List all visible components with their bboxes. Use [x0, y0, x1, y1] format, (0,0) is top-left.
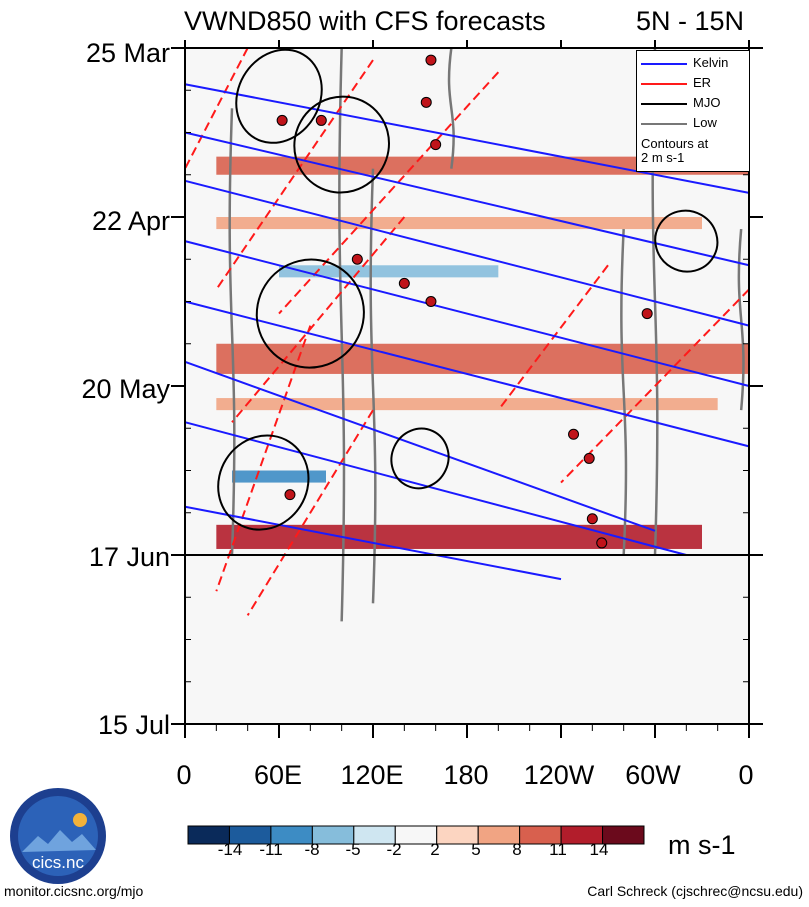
tropical-cyclone-marker	[425, 54, 437, 66]
kelvin-contour	[184, 240, 750, 387]
colorbar-label: 11	[549, 840, 567, 859]
low-contour	[338, 47, 346, 622]
er-contour	[246, 409, 374, 616]
anomaly-band	[216, 524, 703, 549]
tropical-cyclone-marker	[583, 452, 595, 464]
logo-sun	[73, 813, 87, 827]
tropical-cyclone-marker	[420, 96, 432, 108]
low-contour	[369, 168, 377, 604]
y-tick-label: 20 May	[81, 374, 170, 404]
x-tick-label: 60W	[625, 760, 681, 790]
colorbar-segment	[602, 825, 645, 845]
low-contour	[447, 47, 455, 169]
low-contour	[228, 108, 236, 556]
legend-item-kelvin: Kelvin	[641, 55, 749, 73]
legend-label: ER	[693, 75, 712, 90]
er-contour	[231, 216, 406, 423]
legend-item-mjo: MJO	[641, 95, 749, 113]
legend-line-mjo	[641, 103, 687, 105]
tropical-cyclone-marker	[351, 253, 363, 265]
legend-item-er: ER	[641, 75, 749, 93]
chart-title-right: 5N - 15N	[635, 6, 744, 36]
legend-note-line2: 2 m s-1	[641, 150, 685, 165]
low-contour	[620, 229, 628, 556]
tropical-cyclone-marker	[596, 537, 608, 549]
legend: Kelvin ER MJO Low Contours at 2 m s-1	[636, 50, 750, 172]
tropical-cyclone-marker	[425, 296, 437, 307]
x-tick-label: 120W	[523, 760, 595, 790]
cics-logo: cics.nc	[10, 788, 106, 884]
anomaly-band	[216, 217, 703, 230]
er-contour	[560, 288, 750, 484]
low-contour	[737, 228, 745, 411]
mjo-contour	[255, 258, 365, 369]
legend-label: Kelvin	[693, 55, 729, 70]
kelvin-contour	[184, 360, 656, 532]
x-tick-label: 0	[176, 760, 192, 790]
tropical-cyclone-marker	[276, 114, 288, 126]
tropical-cyclone-marker	[284, 489, 296, 501]
colorbar-label: -11	[259, 840, 283, 859]
er-contour	[215, 59, 374, 290]
legend-label: Low	[693, 115, 717, 130]
tropical-cyclone-marker	[641, 308, 653, 320]
logo-mountains	[22, 830, 96, 852]
kelvin-contour	[184, 83, 750, 194]
er-contour	[278, 71, 500, 315]
tropical-cyclone-marker	[398, 277, 410, 289]
mjo-contour	[293, 95, 390, 194]
legend-note: Contours at 2 m s-1	[641, 137, 708, 165]
logo-text: cics.nc	[32, 853, 84, 872]
er-contour	[497, 264, 609, 411]
colorbar-label: 14	[589, 840, 609, 859]
legend-line-er	[641, 83, 687, 85]
colorbar-label: 2	[430, 840, 440, 859]
mjo-contour	[390, 427, 450, 490]
colorbar-label: -14	[217, 840, 243, 859]
footer-link[interactable]: monitor.cicsnc.org/mjo	[4, 883, 144, 899]
kelvin-contour	[184, 505, 562, 581]
x-tick-label: 0	[738, 760, 754, 790]
mjo-contour	[235, 48, 323, 144]
kelvin-contour	[184, 421, 687, 556]
y-tick-label: 25 Mar	[85, 38, 170, 68]
kelvin-contour	[184, 179, 750, 327]
legend-line-low	[641, 123, 687, 125]
mjo-contour	[654, 209, 719, 273]
colorbar-units: m s-1	[668, 830, 736, 860]
chart-title-left: VWND850 with CFS forecasts	[184, 6, 546, 36]
legend-label: MJO	[693, 95, 721, 110]
anomaly-band	[279, 265, 499, 278]
footer-credit: Carl Schreck (cjschrec@ncsu.edu)	[587, 883, 803, 899]
legend-note-line1: Contours at	[641, 136, 709, 151]
tropical-cyclone-marker	[586, 513, 598, 525]
legend-item-low: Low	[641, 115, 749, 133]
colorbar-label: 5	[471, 840, 481, 859]
er-contour	[215, 325, 312, 592]
anomaly-band	[232, 470, 326, 483]
tropical-cyclone-marker	[315, 114, 327, 126]
legend-line-kelvin	[641, 63, 687, 65]
anomaly-band	[216, 343, 750, 374]
x-tick-label: 120E	[340, 760, 404, 790]
tropical-cyclone-marker	[568, 428, 580, 440]
y-tick-label: 22 Apr	[91, 206, 170, 236]
chart-title: VWND850 with CFS forecasts 5N - 15N	[184, 2, 750, 42]
y-tick-label: 17 Jun	[88, 542, 170, 572]
x-tick-label: 180	[443, 760, 489, 790]
y-tick-label: 15 Jul	[97, 710, 170, 740]
kelvin-contour	[184, 300, 750, 448]
colorbar-label: -2	[386, 840, 402, 859]
x-tick-label: 60E	[253, 760, 303, 790]
mjo-contour	[217, 434, 310, 531]
colorbar-label: 8	[512, 840, 522, 859]
colorbar-label: -8	[304, 840, 320, 859]
colorbar-label: -5	[345, 840, 361, 859]
tropical-cyclone-marker	[430, 139, 442, 151]
er-contour	[184, 47, 249, 170]
